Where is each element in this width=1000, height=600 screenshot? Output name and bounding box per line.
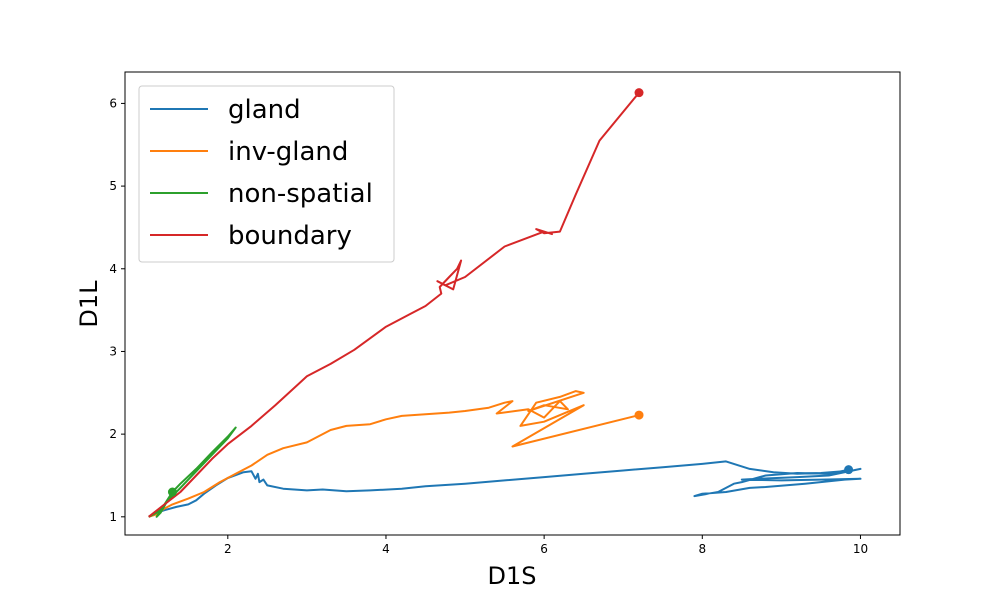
x-tick-label: 2: [224, 542, 232, 556]
y-tick-label: 4: [109, 262, 117, 276]
y-tick-label: 5: [109, 179, 117, 193]
x-axis-ticks: 2 4 6 8 10: [224, 535, 868, 556]
x-tick-label: 6: [540, 542, 548, 556]
y-tick-label: 2: [109, 427, 117, 441]
x-tick-label: 4: [382, 542, 390, 556]
plot-frame: [124, 71, 901, 536]
x-tick-label: 10: [853, 542, 868, 556]
series-line-boundary: [148, 92, 640, 518]
y-axis-label: D1L: [75, 280, 103, 328]
legend: gland inv-gland non-spatial boundary: [138, 85, 395, 263]
x-tick-label: 8: [698, 542, 706, 556]
y-tick-label: 1: [109, 510, 117, 524]
legend-items: gland inv-gland non-spatial boundary: [150, 95, 373, 251]
y-axis-ticks: 1 2 3 4 5 6: [109, 96, 125, 524]
legend-label-inv-gland: inv-gland: [228, 137, 348, 167]
legend-label-boundary: boundary: [228, 221, 352, 251]
endpoint-marker-gland: [844, 465, 854, 475]
x-axis-label: D1S: [488, 562, 537, 590]
y-tick-label: 6: [109, 96, 117, 110]
series-line-inv-gland: [148, 390, 640, 518]
series-line-gland: [148, 460, 862, 518]
endpoint-marker-inv-gland: [634, 410, 644, 420]
endpoint-marker-boundary: [634, 88, 644, 98]
endpoint-marker-non-spatial: [167, 487, 177, 497]
legend-frame: [138, 85, 395, 263]
legend-label-gland: gland: [228, 95, 301, 125]
marker-layer: [167, 88, 854, 497]
legend-label-non-spatial: non-spatial: [228, 179, 373, 209]
y-tick-label: 3: [109, 344, 117, 358]
